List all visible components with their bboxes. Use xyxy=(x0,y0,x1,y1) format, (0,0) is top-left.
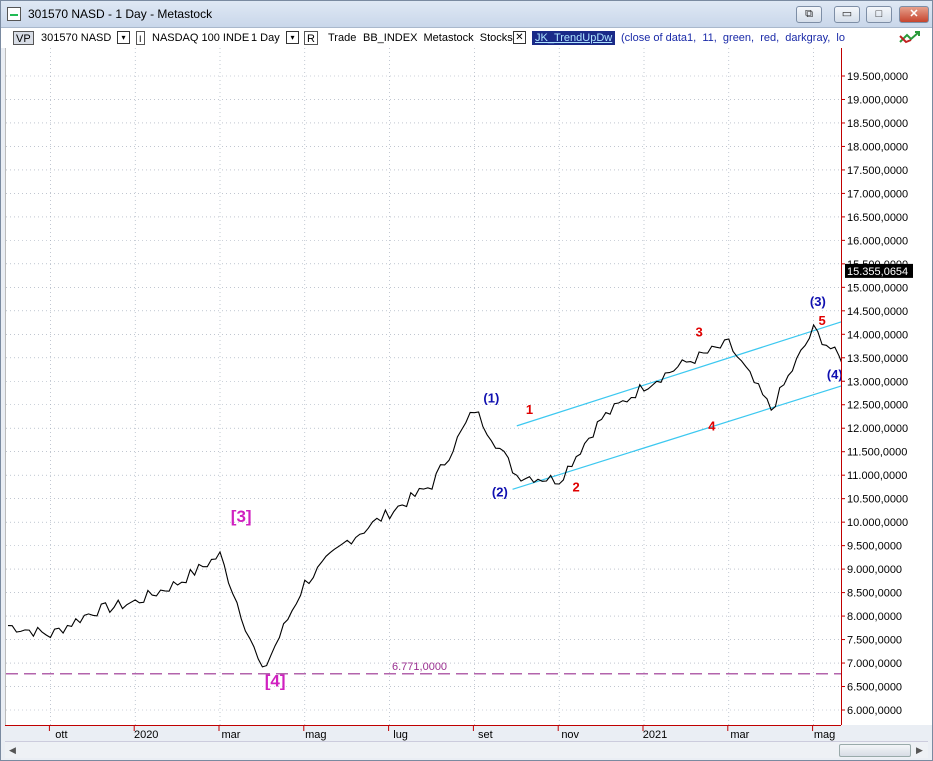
channel-line xyxy=(516,320,842,427)
price-tick-label: 17.500,0000 xyxy=(847,165,908,177)
chart-window-icon xyxy=(7,7,21,21)
symbol-label: 301570 NASD xyxy=(41,32,112,44)
support-level-label: 6.771,0000 xyxy=(392,661,447,673)
scrollbar-thumb[interactable] xyxy=(839,744,911,757)
title-bar[interactable]: 301570 NASD - 1 Day - Metastock ⧉ ▭ □ ✕ xyxy=(1,1,932,28)
time-tick-label: mar xyxy=(730,729,749,741)
wave-label: 3 xyxy=(696,325,703,340)
channel-line xyxy=(512,385,842,490)
price-scale-axis: 19.500,0000 19.000,0000 18.500,0000 18.000,… xyxy=(841,48,913,725)
price-tick-label: 11.500,0000 xyxy=(847,447,907,459)
time-tick-label: lug xyxy=(393,729,408,741)
price-chart[interactable]: 6.771,0000[3][4][5](1)(2)(3)(4)(5)123453… xyxy=(6,48,842,725)
vp-button[interactable]: VP xyxy=(13,31,34,45)
wave-label: (1) xyxy=(483,390,499,405)
time-tick-label: nov xyxy=(561,729,579,741)
price-tick-label: 6.000,0000 xyxy=(847,705,902,717)
price-tick-label: 6.500,0000 xyxy=(847,682,902,694)
time-tick-label: 2021 xyxy=(643,729,667,741)
minimize-button[interactable]: ▭ xyxy=(834,6,860,23)
indicator-params: (close of data1, 11, green, red, darkgra… xyxy=(621,32,845,44)
scroll-right-arrow-icon[interactable]: ▶ xyxy=(916,745,923,755)
symbol-dropdown[interactable]: ▾ xyxy=(117,31,130,44)
wave-label: (3) xyxy=(810,294,826,309)
maximize-button[interactable]: □ xyxy=(866,6,892,23)
price-tick-label: 8.500,0000 xyxy=(847,588,902,600)
time-tick-label: 2020 xyxy=(134,729,158,741)
security-name: NASDAQ 100 INDE xyxy=(152,32,250,44)
time-tick-label: ott xyxy=(55,729,67,741)
close-button[interactable]: ✕ xyxy=(899,6,929,23)
interval-label: 1 Day xyxy=(251,32,280,44)
price-tick-label: 18.000,0000 xyxy=(847,141,908,153)
price-tick-label: 11.000,0000 xyxy=(847,470,907,482)
wave-label: (2) xyxy=(492,484,508,499)
price-tick-label: 10.500,0000 xyxy=(847,494,908,506)
price-chart-area[interactable]: 6.771,0000[3][4][5](1)(2)(3)(4)(5)123453… xyxy=(5,48,842,725)
price-tick-label: 8.000,0000 xyxy=(847,611,902,623)
wave-label: [4] xyxy=(265,672,286,691)
price-tick-label: 10.000,0000 xyxy=(847,517,908,529)
wave-label: 2 xyxy=(573,480,580,495)
price-scale[interactable]: 19.500,0000 19.000,0000 18.500,0000 18.000,… xyxy=(841,48,932,725)
time-tick-label: mag xyxy=(305,729,326,741)
price-tick-label: 9.500,0000 xyxy=(847,541,902,553)
price-tick-label: 19.500,0000 xyxy=(847,71,908,83)
window-title: 301570 NASD - 1 Day - Metastock xyxy=(28,7,213,21)
indicator-name[interactable]: JK_TrendUpDw xyxy=(532,31,616,45)
wave-label: 5 xyxy=(818,313,825,328)
wave-label: 1 xyxy=(526,402,533,417)
price-tick-label: 18.500,0000 xyxy=(847,118,908,130)
time-tick-label: mag xyxy=(814,729,835,741)
price-tick-label: 19.000,0000 xyxy=(847,94,908,106)
wave-label: 4 xyxy=(708,419,716,434)
price-tick-label: 9.000,0000 xyxy=(847,564,902,576)
price-tick-label: 14.500,0000 xyxy=(847,306,908,318)
time-tick-label: mar xyxy=(222,729,241,741)
wave-label: [3] xyxy=(231,507,252,526)
price-series-line xyxy=(7,323,842,668)
restore-down-button[interactable]: ⧉ xyxy=(796,6,822,23)
price-tick-label: 7.500,0000 xyxy=(847,635,902,647)
scroll-left-arrow-icon[interactable]: ◀ xyxy=(9,745,16,755)
close-indicator-button[interactable]: ✕ xyxy=(513,31,526,44)
price-tick-label: 12.000,0000 xyxy=(847,423,908,435)
r-marker[interactable]: R xyxy=(304,31,318,45)
price-tick-label: 17.000,0000 xyxy=(847,188,908,200)
price-tick-label: 13.000,0000 xyxy=(847,376,908,388)
time-axis: ott2020marmaglugsetnov2021marmaglugsetno… xyxy=(5,725,841,741)
period-marker[interactable]: I xyxy=(136,31,145,45)
wave-label: (4) xyxy=(827,367,842,382)
tags-label: BB_INDEX Metastock Stocks xyxy=(363,32,513,44)
horizontal-scrollbar[interactable]: ◀ ▶ xyxy=(5,741,928,758)
price-tick-label: 16.500,0000 xyxy=(847,212,908,224)
trade-label: Trade xyxy=(328,32,357,44)
current-price-label: 15.355,0654 xyxy=(847,266,908,278)
time-tick-label: set xyxy=(478,729,493,741)
interval-dropdown[interactable]: ▾ xyxy=(286,31,299,44)
price-tick-label: 16.000,0000 xyxy=(847,235,908,247)
price-tick-label: 15.000,0000 xyxy=(847,282,908,294)
price-tick-label: 7.000,0000 xyxy=(847,658,902,670)
price-tick-label: 13.500,0000 xyxy=(847,353,908,365)
price-tick-label: 12.500,0000 xyxy=(847,400,908,412)
chart-toolbar: VP 301570 NASD ▾ I NASDAQ 100 INDE 1 Day… xyxy=(1,28,932,48)
price-tick-label: 14.000,0000 xyxy=(847,329,908,341)
current-price-marker xyxy=(845,263,913,278)
